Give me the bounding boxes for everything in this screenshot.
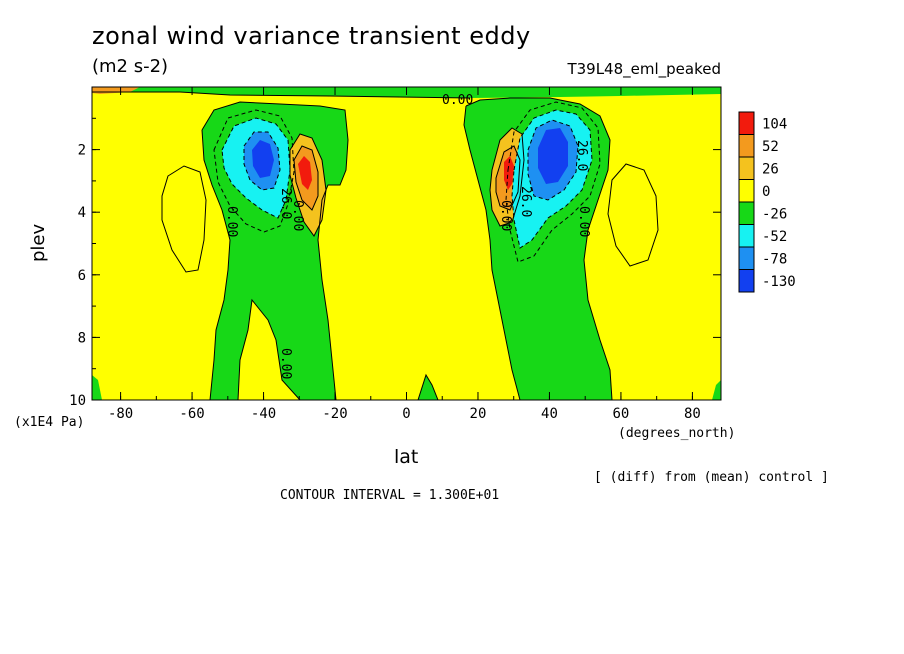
colorbar-cell [738,134,755,158]
y-axis-units: (x1E4 Pa) [14,415,85,430]
colorbar-label: -52 [762,229,787,245]
colorbar-cell [738,269,755,293]
loop-north-yellow [607,163,659,267]
loop-south-yellow [161,165,207,273]
pos-contour-south [289,133,327,237]
chart-units: (m2 s-2) [92,56,169,77]
zero-contour-equator [417,373,439,400]
x-axis-label: lat [394,446,419,468]
neg-contour-south-cyan [221,117,291,219]
colorbar-cell [738,246,755,270]
colorbar: 104 52 26 0 -26 -52 -78 -130 [738,111,796,293]
zero-contour-north-b [463,105,521,400]
colorbar-cell [738,179,755,203]
pos-contour-north-inner [495,145,521,211]
x-tick-label: 60 [613,406,630,422]
contour-label: 0.00 [442,93,473,108]
neg-contour-south-outer [213,109,295,233]
chart-title: zonal wind variance transient eddy [92,22,531,50]
x-tick-label: -40 [251,406,276,422]
fill-green-right-edge [712,380,721,400]
y-tick-label: 6 [78,268,86,284]
colorbar-label: 0 [762,184,770,200]
x-tick-label: -20 [322,406,347,422]
zero-contour-south [201,101,349,400]
experiment-label: T39L48_eml_peaked [567,60,721,78]
contour-interval: CONTOUR INTERVAL = 1.300E+01 [280,488,500,503]
y-axis: 2 4 6 8 10 [69,117,721,409]
contour-label: 0.00 [278,348,293,379]
contour-label: 0.00 [498,200,513,231]
x-tick-label: 20 [470,406,487,422]
contour-label: 26.0 [518,186,533,217]
contour-label: 26.0 [574,140,589,171]
colorbar-label: -78 [762,251,787,267]
colorbar-cell [738,201,755,225]
contour-label: 0.00 [290,200,305,231]
neg-contour-south-blue [243,131,281,191]
fill-red-south [298,156,312,190]
colorbar-cell [738,111,755,135]
zero-contour-south-c [201,129,231,400]
fill-green-left-edge [92,375,102,400]
pos-contour-south-inner [293,145,319,211]
neg-contour-north-cyan [511,109,593,249]
colorbar-label: -130 [762,274,796,290]
x-tick-label: 0 [402,406,410,422]
pos-contour-north [489,127,525,227]
negative-contour-lines [213,101,601,263]
x-axis-units: (degrees_north) [618,426,736,441]
y-tick-label: 2 [78,143,86,159]
contour-label: 0.00 [576,206,591,237]
colorbar-label: -26 [762,206,787,222]
neg-contour-north-blue [527,119,579,201]
y-tick-label: 4 [78,205,86,221]
zero-contour-top [92,91,471,99]
x-tick-label: 80 [684,406,701,422]
contour-lines [92,91,659,400]
fill-green-equator [418,375,438,400]
fill-red-north [504,156,514,190]
contour-labels: 0.00 26.0 0.00 0.00 0.00 0.00 26.0 0.00 … [224,93,591,379]
colorbar-cell [738,156,755,180]
y-tick-label: 10 [69,393,86,409]
fill-yellow-background [92,87,721,400]
x-axis: -80 -60 -40 -20 0 20 40 60 80 [108,87,701,422]
colorbar-label: 26 [762,161,779,177]
fill-darkblue-north [538,128,568,184]
colorbar-label: 52 [762,139,779,155]
x-tick-label: 40 [541,406,558,422]
fill-darkblue-south [252,140,274,178]
diff-note: [ (diff) from (mean) control ] [594,470,829,485]
colorbar-label: 104 [762,116,787,132]
contour-label: 26.0 [278,188,293,219]
zero-contour-north [465,97,613,400]
contour-label: 0.00 [224,206,239,237]
x-tick-label: -80 [108,406,133,422]
filled-contours [92,87,721,400]
y-tick-label: 8 [78,330,86,346]
x-tick-label: -60 [179,406,204,422]
colorbar-cell [738,224,755,248]
neg-contour-north-outer [505,101,601,263]
zero-contour-south-b [237,298,301,400]
